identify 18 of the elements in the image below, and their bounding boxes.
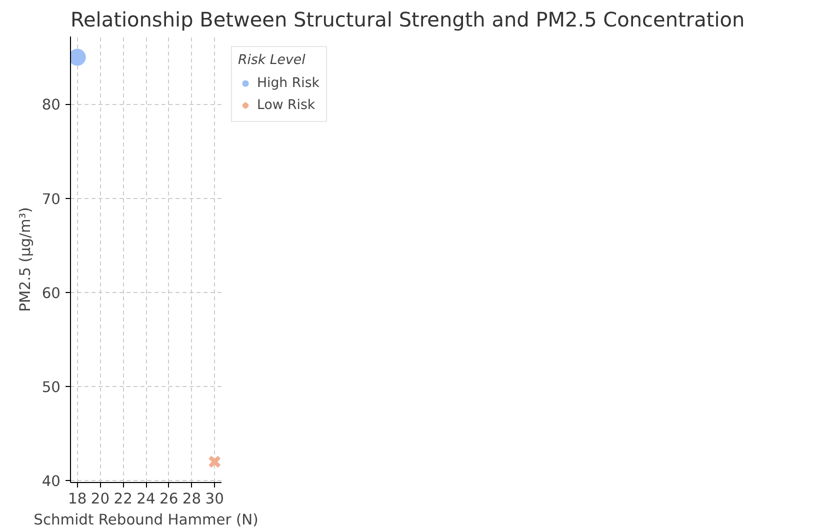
y-axis-title: PM2.5 (µg/m³) bbox=[16, 207, 34, 312]
x-tick-label: 18 bbox=[68, 490, 87, 508]
y-tick-label: 60 bbox=[42, 284, 61, 302]
y-tick-label: 50 bbox=[42, 379, 61, 396]
y-tick-label: 70 bbox=[42, 190, 61, 208]
y-tick-label: 80 bbox=[42, 96, 61, 114]
text: Relationship Between Structural Strength and PM2.5 Concentration bbox=[70, 8, 745, 32]
x-tick-label: 22 bbox=[114, 490, 132, 508]
legend-title: Risk Level bbox=[238, 53, 306, 68]
x-tick-label: 28 bbox=[182, 490, 202, 508]
x-tick-label: 26 bbox=[160, 490, 178, 508]
x-tick-label: 20 bbox=[90, 490, 110, 508]
legend-label: High Risk bbox=[257, 76, 320, 90]
legend-label: Low Risk bbox=[257, 98, 316, 112]
x-axis-title: Schmidt Rebound Hammer (N) bbox=[34, 512, 258, 528]
x-tick-label: 30 bbox=[205, 490, 224, 508]
y-tick-label: 40 bbox=[42, 473, 61, 490]
x-tick-label: 24 bbox=[136, 490, 156, 508]
